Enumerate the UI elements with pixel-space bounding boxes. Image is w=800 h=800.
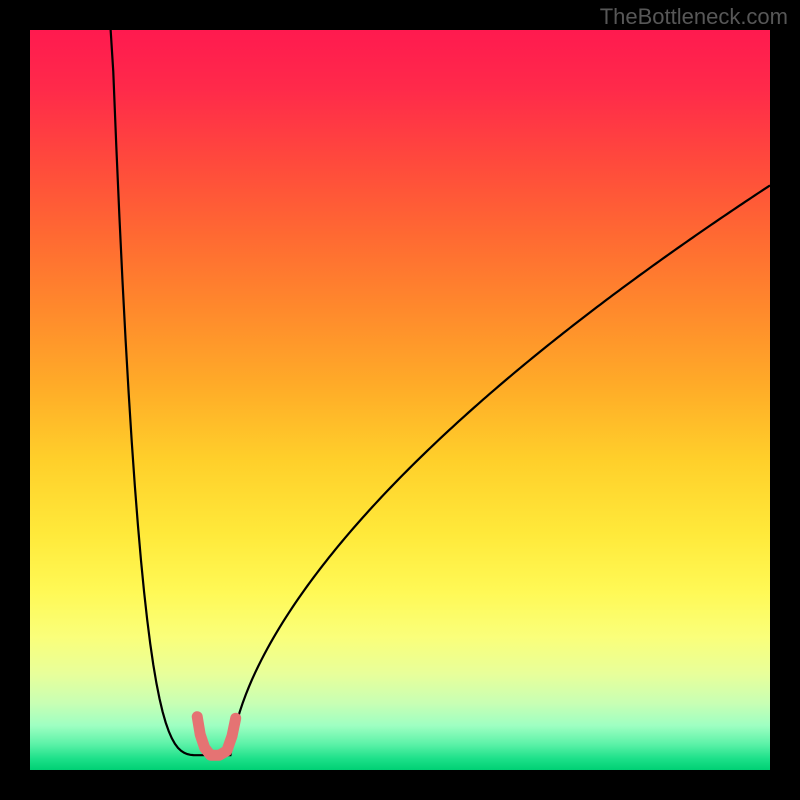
chart-container: TheBottleneck.com <box>0 0 800 800</box>
chart-svg <box>0 0 800 800</box>
watermark-text: TheBottleneck.com <box>600 4 788 30</box>
